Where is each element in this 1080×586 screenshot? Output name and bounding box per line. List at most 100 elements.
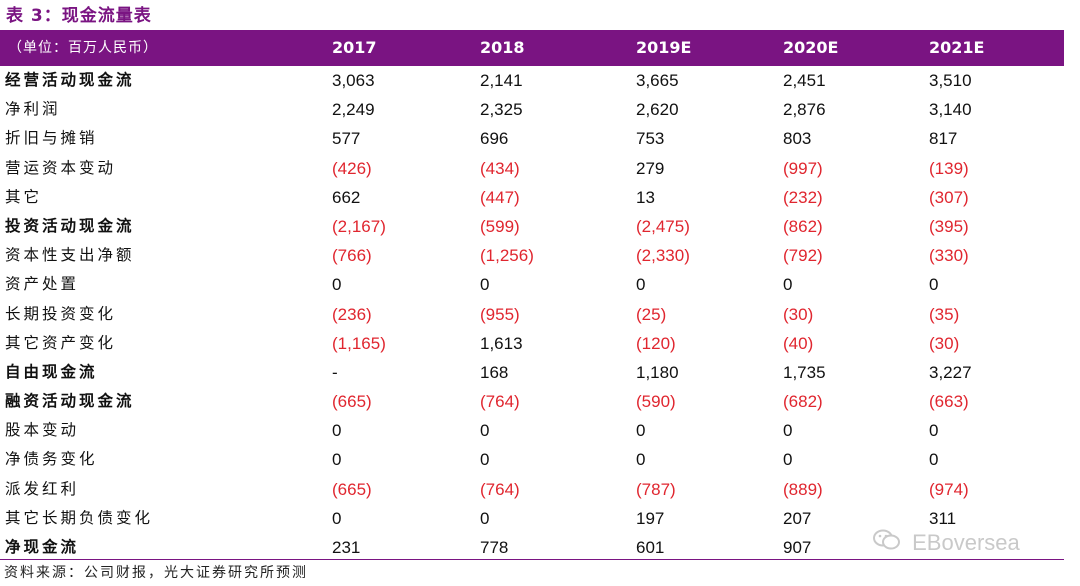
value-cell: (862): [783, 216, 823, 236]
row-label: 股本变动: [5, 421, 80, 440]
table-row: 其它长期负债变化 0 0 197 207 311: [0, 504, 1064, 533]
value-cell: (682): [783, 392, 823, 412]
value-cell: 0: [783, 450, 793, 470]
wechat-logo-icon: [872, 528, 902, 560]
row-label: 净债务变化: [5, 450, 98, 469]
row-label: 营运资本变动: [5, 158, 117, 177]
value-cell: (766): [332, 246, 372, 266]
table-row: 长期投资变化 (236) (955) (25) (30) (35): [0, 300, 1064, 329]
value-cell: (665): [332, 392, 372, 412]
row-label: 派发红利: [5, 479, 80, 498]
value-cell: (25): [636, 304, 667, 324]
year-header-2017: 2017: [332, 38, 377, 57]
value-cell: 197: [636, 508, 665, 528]
value-cell: (792): [783, 246, 823, 266]
value-cell: 662: [332, 187, 361, 207]
value-cell: 753: [636, 129, 665, 149]
row-label: 其它: [5, 187, 43, 206]
value-cell: 0: [636, 421, 646, 441]
value-cell: 279: [636, 158, 665, 178]
value-cell: 0: [480, 508, 490, 528]
value-cell: 1,735: [783, 362, 826, 382]
row-label: 净现金流: [5, 538, 80, 556]
value-cell: 577: [332, 129, 361, 149]
value-cell: 231: [332, 538, 361, 557]
value-cell: 0: [783, 275, 793, 295]
value-cell: 0: [929, 421, 939, 441]
table-row: 资产处置 0 0 0 0 0: [0, 270, 1064, 299]
row-label: 自由现金流: [5, 362, 98, 381]
year-header-2020e: 2020E: [783, 38, 839, 57]
table-row: 投资活动现金流 (2,167) (599) (2,475) (862) (395): [0, 212, 1064, 241]
value-cell: (434): [480, 158, 520, 178]
value-cell: (889): [783, 479, 823, 499]
table-title: 表 3：现金流量表: [6, 6, 152, 26]
value-cell: (139): [929, 158, 969, 178]
table-row: 融资活动现金流 (665) (764) (590) (682) (663): [0, 387, 1064, 416]
value-cell: 2,876: [783, 100, 826, 120]
table-row: 营运资本变动 (426) (434) 279 (997) (139): [0, 154, 1064, 183]
year-header-2019e: 2019E: [636, 38, 692, 57]
value-cell: 2,141: [480, 71, 523, 90]
value-cell: (307): [929, 187, 969, 207]
unit-label: （单位：百万人民币）: [8, 40, 158, 56]
value-cell: 13: [636, 187, 655, 207]
value-cell: 778: [480, 538, 509, 557]
value-cell: (974): [929, 479, 969, 499]
value-cell: 0: [332, 275, 342, 295]
value-cell: (40): [783, 333, 814, 353]
value-cell: 311: [929, 508, 957, 528]
value-cell: 2,620: [636, 100, 679, 120]
year-header-2021e: 2021E: [929, 38, 985, 57]
value-cell: (787): [636, 479, 676, 499]
value-cell: 168: [480, 362, 509, 382]
row-label: 经营活动现金流: [5, 71, 135, 89]
row-label: 融资活动现金流: [5, 392, 135, 411]
value-cell: (764): [480, 392, 520, 412]
value-cell: 0: [332, 508, 342, 528]
value-cell: (330): [929, 246, 969, 266]
table-row: 自由现金流 - 168 1,180 1,735 3,227: [0, 358, 1064, 387]
table-row: 净债务变化 0 0 0 0 0: [0, 445, 1064, 474]
value-cell: (2,167): [332, 216, 386, 236]
value-cell: (395): [929, 216, 969, 236]
value-cell: 0: [929, 275, 939, 295]
value-cell: 1,180: [636, 362, 679, 382]
row-label: 投资活动现金流: [5, 216, 135, 235]
value-cell: 2,249: [332, 100, 375, 120]
value-cell: (30): [783, 304, 814, 324]
value-cell: 601: [636, 538, 665, 557]
value-cell: 0: [480, 421, 490, 441]
value-cell: 3,510: [929, 71, 972, 90]
value-cell: (2,330): [636, 246, 690, 266]
table-row: 经营活动现金流 3,063 2,141 3,665 2,451 3,510: [0, 66, 1064, 95]
value-cell: (665): [332, 479, 372, 499]
row-label: 长期投资变化: [5, 304, 117, 323]
value-cell: (764): [480, 479, 520, 499]
value-cell: (599): [480, 216, 520, 236]
table-row: 净现金流 231 778 601 907: [0, 533, 1064, 562]
value-cell: 3,140: [929, 100, 972, 120]
value-cell: (35): [929, 304, 960, 324]
value-cell: 3,227: [929, 362, 972, 382]
value-cell: 0: [929, 450, 939, 470]
table-body: 经营活动现金流 3,063 2,141 3,665 2,451 3,510 净利润 2,249…: [0, 66, 1064, 562]
value-cell: (232): [783, 187, 823, 207]
value-cell: (1,256): [480, 246, 534, 266]
watermark-text: EBoversea: [912, 530, 1020, 555]
value-cell: 0: [480, 450, 490, 470]
value-cell: (120): [636, 333, 676, 353]
value-cell: 1,613: [480, 333, 523, 353]
value-cell: (236): [332, 304, 372, 324]
value-cell: 0: [636, 275, 646, 295]
row-label: 资产处置: [5, 275, 80, 294]
footer-divider: [0, 559, 1064, 560]
row-label: 折旧与摊销: [5, 129, 98, 148]
value-cell: 2,451: [783, 71, 826, 90]
value-cell: (997): [783, 158, 823, 178]
value-cell: 3,665: [636, 71, 679, 90]
source-note: 资料来源：公司财报，光大证券研究所预测: [4, 565, 308, 581]
value-cell: 803: [783, 129, 812, 149]
value-cell: 0: [636, 450, 646, 470]
value-cell: 907: [783, 538, 812, 557]
